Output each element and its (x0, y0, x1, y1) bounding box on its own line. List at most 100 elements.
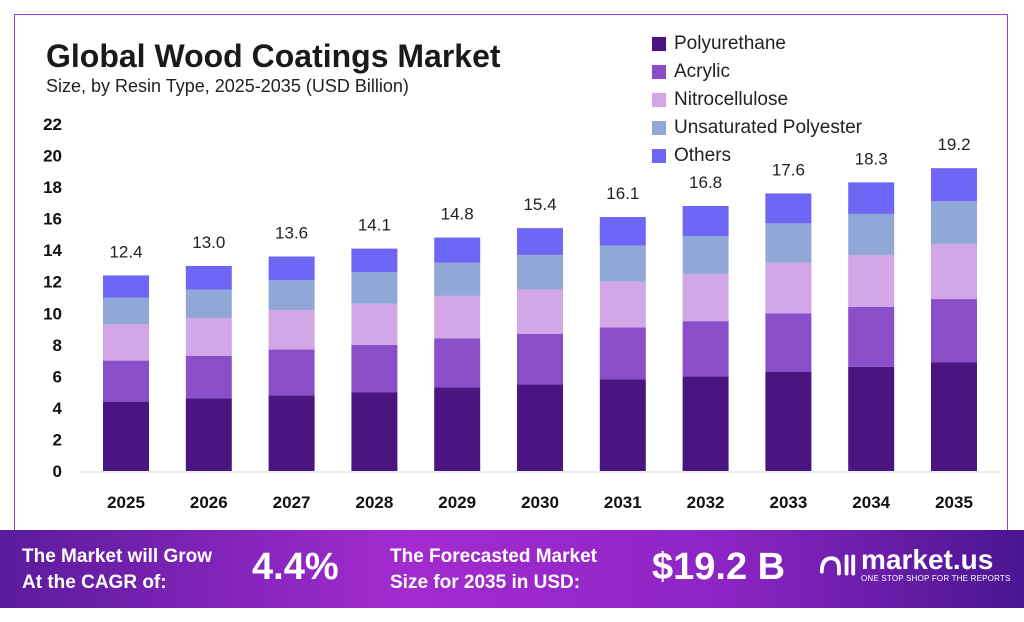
size-label-line1: The Forecasted Market (390, 546, 597, 567)
legend-swatch (652, 121, 666, 135)
bar-segment-others (351, 248, 398, 273)
total-data-label: 16.1 (606, 184, 639, 203)
bar-segment-nitrocellulose (103, 324, 149, 361)
bar-segment-polyurethane (517, 384, 563, 471)
bar-segment-nitrocellulose (682, 273, 729, 322)
total-data-label: 14.8 (441, 205, 474, 224)
bar-segment-unsaturated-polyester (848, 213, 895, 255)
legend-swatch (652, 149, 666, 163)
bar-segment-unsaturated-polyester (682, 235, 729, 274)
bar-segment-acrylic (765, 313, 812, 372)
bar-segment-others (268, 256, 315, 281)
y-tick-label: 14 (43, 241, 62, 260)
bar-segment-acrylic (185, 355, 232, 399)
x-tick-label: 2029 (438, 493, 476, 512)
total-data-label: 12.4 (109, 242, 142, 261)
bar-segment-unsaturated-polyester (268, 280, 315, 311)
x-tick-label: 2028 (355, 493, 393, 512)
bar-segment-acrylic (351, 344, 398, 393)
bar-segment-unsaturated-polyester (103, 297, 149, 325)
legend-item: Others (652, 142, 862, 170)
bar-segment-acrylic (599, 327, 646, 380)
x-tick-label: 2025 (107, 493, 145, 512)
bar-segment-polyurethane (351, 392, 398, 471)
bar-segment-acrylic (434, 338, 481, 388)
x-tick-label: 2027 (273, 493, 311, 512)
y-tick-label: 16 (43, 210, 62, 229)
y-tick-label: 0 (53, 462, 62, 481)
bar-segment-acrylic (268, 349, 315, 396)
legend-swatch (652, 37, 666, 51)
bar-segment-acrylic (848, 306, 895, 367)
bar-segment-polyurethane (765, 371, 812, 471)
bar-segment-polyurethane (682, 376, 729, 471)
legend-swatch (652, 65, 666, 79)
bar-chart: 0 2 4 6 8 10 12 14 16 18 20 22 12.4 2025 13.0 2026 13.6 2… (43, 115, 1000, 512)
cagr-label-line1: The Market will Grow (22, 546, 213, 567)
bar-segment-others (517, 228, 563, 255)
total-data-label: 18.3 (855, 149, 888, 168)
bar-segment-acrylic (931, 299, 977, 363)
legend-item: Unsaturated Polyester (652, 114, 862, 142)
bar-segment-acrylic (517, 333, 563, 385)
legend-label: Acrylic (674, 61, 730, 82)
legend-swatch (652, 93, 666, 107)
size-label-line2: Size for 2035 in USD: (390, 572, 581, 593)
bar-segment-polyurethane (268, 395, 315, 471)
bar-segment-unsaturated-polyester (517, 254, 563, 290)
bar-segment-unsaturated-polyester (931, 201, 977, 244)
chart-title: Global Wood Coatings Market (46, 38, 501, 74)
bar-segment-polyurethane (848, 366, 895, 471)
bar-segment-others (848, 182, 895, 214)
bar-segment-acrylic (682, 321, 729, 377)
x-tick-label: 2034 (852, 493, 890, 512)
bar-segment-unsaturated-polyester (765, 223, 812, 263)
x-tick-label: 2033 (769, 493, 807, 512)
legend-label: Nitrocellulose (674, 89, 789, 110)
total-data-label: 14.1 (358, 216, 391, 235)
chart-subtitle: Size, by Resin Type, 2025-2035 (USD Bill… (46, 76, 409, 96)
total-data-label: 17.6 (772, 160, 805, 179)
total-data-label: 19.2 (937, 135, 970, 154)
bar-segment-polyurethane (931, 362, 977, 471)
x-tick-label: 2026 (190, 493, 228, 512)
brand-tagline: ONE STOP SHOP FOR THE REPORTS (861, 574, 1011, 583)
bar-segment-nitrocellulose (848, 254, 895, 307)
legend-item: Nitrocellulose (652, 86, 862, 114)
bar-segment-others (185, 265, 232, 290)
y-tick-label: 8 (53, 336, 62, 355)
bar-segment-nitrocellulose (517, 289, 563, 334)
bar-segment-others (103, 275, 149, 298)
bar-segment-others (434, 237, 481, 263)
legend-label: Unsaturated Polyester (674, 117, 862, 138)
bar-segment-others (765, 193, 812, 224)
total-data-label: 13.0 (192, 233, 225, 252)
total-data-label: 16.8 (689, 173, 722, 192)
bar-segment-nitrocellulose (931, 243, 977, 300)
total-data-label: 13.6 (275, 223, 308, 242)
legend-label: Others (674, 145, 732, 166)
size-label: The Forecasted Market Size for 2035 in US… (390, 544, 597, 596)
bar-segment-unsaturated-polyester (351, 272, 398, 304)
bar-segment-others (599, 217, 646, 246)
bar-segment-nitrocellulose (268, 310, 315, 350)
footer-banner: The Market will Grow At the CAGR of: 4.4%… (0, 530, 1024, 608)
cagr-label-line2: At the CAGR of: (22, 572, 167, 593)
bar-segment-polyurethane (185, 398, 232, 471)
bar-segment-others (682, 206, 729, 236)
bar-segment-nitrocellulose (765, 262, 812, 314)
total-data-label: 15.4 (523, 195, 556, 214)
bar-segment-nitrocellulose (434, 295, 481, 339)
y-tick-label: 4 (53, 399, 63, 418)
brand-logo: market.us ONE STOP SHOP FOR THE REPORTS (818, 546, 1011, 583)
legend-item: Acrylic (652, 58, 862, 86)
legend-label: Polyurethane (674, 33, 786, 54)
y-tick-label: 10 (43, 304, 62, 323)
bar-segment-nitrocellulose (599, 281, 646, 328)
x-tick-label: 2032 (687, 493, 725, 512)
x-tick-label: 2031 (604, 493, 642, 512)
cagr-value: 4.4% (252, 546, 339, 588)
bar-segment-unsaturated-polyester (434, 262, 481, 296)
bar-segment-polyurethane (434, 387, 481, 471)
bar-segment-unsaturated-polyester (185, 289, 232, 319)
